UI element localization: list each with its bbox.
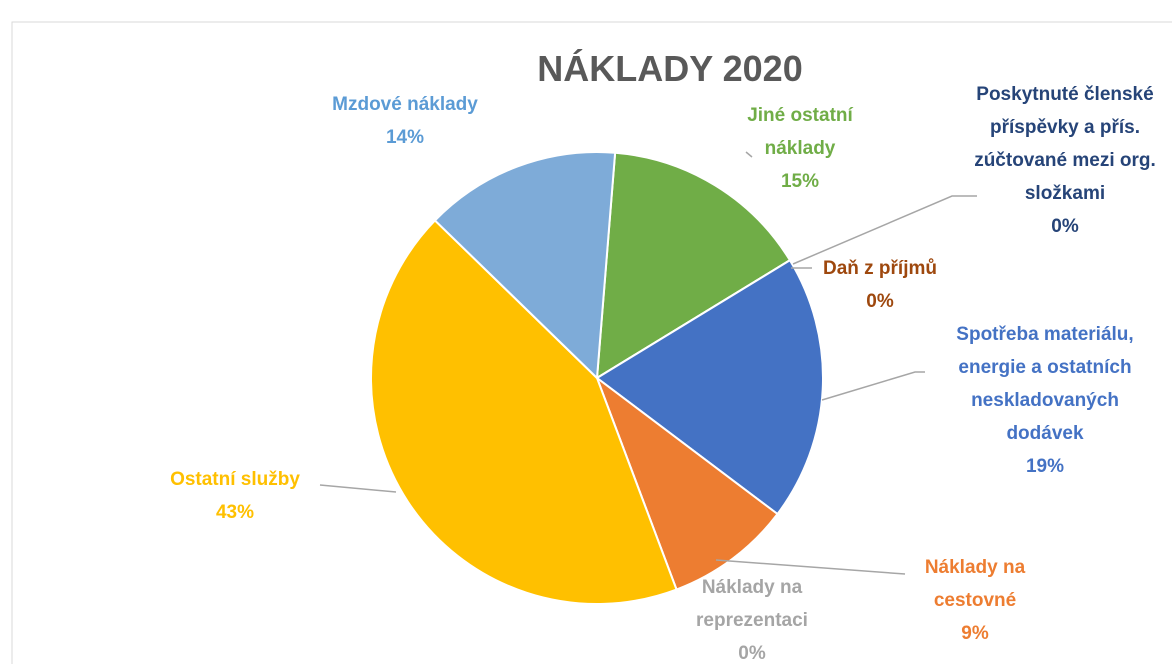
value-label: 19% — [1025, 456, 1065, 477]
category-label: Poskytnuté členské příspěvky a přís. zúč… — [974, 84, 1156, 204]
leader-lines — [319, 151, 977, 575]
category-label: Náklady na reprezentaci — [696, 577, 808, 631]
value-label: 9% — [961, 623, 989, 644]
category-label: Mzdové náklady — [332, 94, 478, 115]
category-label: Ostatní služby — [170, 469, 300, 490]
pie-slice — [433, 151, 617, 381]
data-label: Jiné ostatní náklady 15% — [725, 99, 875, 198]
data-label: Daň z příjmů 0% — [800, 252, 960, 318]
pie-slice — [370, 219, 678, 605]
data-label: Spotřeba materiálu, energie a ostatních … — [945, 318, 1145, 483]
category-label: Daň z příjmů — [822, 258, 937, 279]
value-label: 0% — [1051, 216, 1079, 237]
data-label: Náklady na reprezentaci 0% — [672, 571, 832, 664]
leader-line — [715, 559, 906, 575]
data-label: Mzdové náklady 14% — [305, 88, 505, 154]
category-label: Náklady na cestovné — [924, 557, 1026, 611]
leader-line — [319, 484, 397, 493]
value-label: 0% — [866, 291, 894, 312]
leader-line — [821, 371, 925, 401]
chart-title: NÁKLADY 2020 — [537, 48, 803, 89]
data-label: Náklady na cestovné 9% — [895, 551, 1055, 650]
pie — [370, 151, 824, 605]
value-label: 15% — [780, 171, 820, 192]
value-label: 14% — [385, 127, 425, 148]
value-label: 43% — [215, 502, 255, 523]
category-label: Spotřeba materiálu, energie a ostatních … — [956, 324, 1134, 444]
value-label: 0% — [738, 643, 766, 664]
data-label: Poskytnuté členské příspěvky a přís. zúč… — [960, 78, 1170, 243]
leader-line — [745, 151, 753, 158]
data-label: Ostatní služby 43% — [145, 463, 325, 529]
category-label: Jiné ostatní náklady — [747, 105, 853, 159]
pie-slice — [595, 258, 824, 516]
pie-slice — [594, 375, 779, 591]
leader-line — [792, 195, 977, 265]
chart-border — [11, 21, 1172, 664]
pie-slice — [595, 151, 792, 380]
